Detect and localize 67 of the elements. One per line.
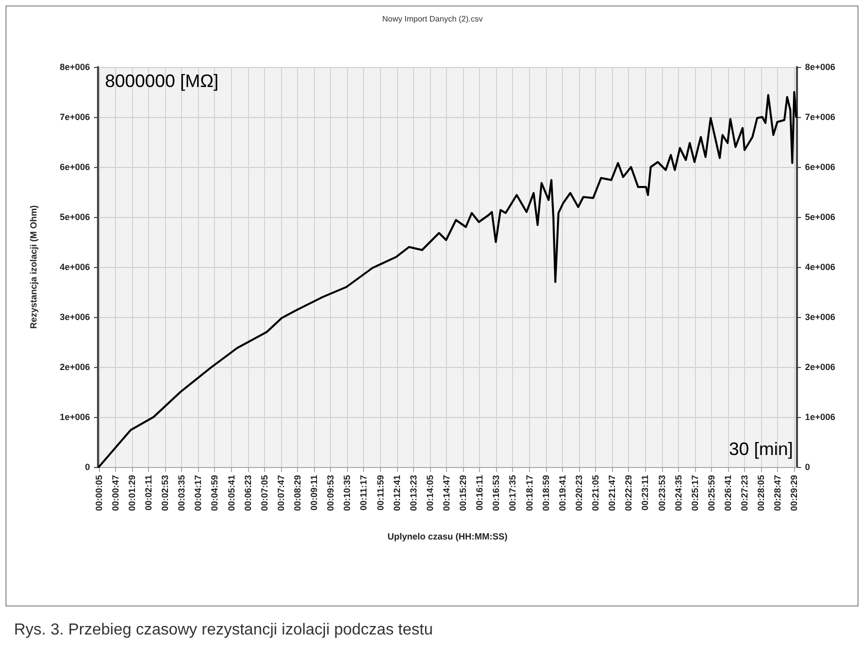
x-tick-label: 00:07:47 <box>276 475 286 512</box>
x-tick-label: 00:21:05 <box>590 475 601 512</box>
x-tick-label: 00:25:17 <box>690 475 700 512</box>
y-tick-label: 1e+006 <box>60 412 90 422</box>
y-tick-label: 7e+006 <box>60 112 90 122</box>
x-tick-label: 00:24:35 <box>673 475 684 512</box>
y2-tick-label: 7e+006 <box>805 112 836 122</box>
x-tick-label: 00:11:17 <box>358 475 369 511</box>
y-tick-label: 5e+006 <box>60 212 90 222</box>
x-tick-label: 00:27:23 <box>740 475 750 512</box>
x-tick-label: 00:14:05 <box>424 475 435 512</box>
x-tick-label: 00:08:29 <box>292 475 302 512</box>
x-tick-label: 00:23:11 <box>640 475 650 511</box>
x-tick-label: 00:06:23 <box>242 475 253 512</box>
x-tick-label: 00:22:29 <box>624 475 634 512</box>
x-axis-title: Uplynelo czasu (HH:MM:SS) <box>387 532 508 542</box>
x-tick-label: 00:02:53 <box>160 475 170 512</box>
x-tick-label: 00:00:05 <box>94 475 104 512</box>
x-tick-label: 00:17:35 <box>508 475 518 512</box>
x-tick-label: 00:26:41 <box>723 475 734 512</box>
y2-tick-label: 6e+006 <box>805 162 836 172</box>
x-tick-label: 00:25:59 <box>706 475 716 512</box>
x-tick-label: 00:05:41 <box>226 475 236 512</box>
y-tick-label: 2e+006 <box>60 362 90 372</box>
x-tick-label: 00:11:59 <box>375 475 386 511</box>
y2-tick-label: 0 <box>805 462 810 472</box>
x-tick-label: 00:01:29 <box>126 475 137 512</box>
x-tick-label: 00:04:59 <box>210 475 220 512</box>
x-tick-label: 00:04:17 <box>193 475 204 512</box>
x-tick-label: 00:16:53 <box>491 475 502 512</box>
x-tick-label: 00:29:29 <box>789 475 800 512</box>
x-tick-label: 00:03:35 <box>176 475 187 512</box>
x-tick-label: 00:15:29 <box>458 475 468 512</box>
x-tick-label: 00:13:23 <box>408 475 418 512</box>
y-tick-label: 8e+006 <box>60 62 90 72</box>
x-tick-label: 00:16:11 <box>474 475 485 511</box>
x-tick-label: 00:20:23 <box>574 475 584 512</box>
chart-title: Nowy Import Danych (2).csv <box>382 14 483 24</box>
x-tick-label: 00:00:47 <box>110 475 120 512</box>
y2-tick-label: 1e+006 <box>805 412 836 422</box>
x-tick-label: 00:19:41 <box>557 475 568 512</box>
x-tick-label: 00:18:59 <box>540 475 551 512</box>
x-tick-label: 00:02:11 <box>143 475 154 511</box>
x-tick-label: 00:10:35 <box>342 475 352 512</box>
x-tick-label: 00:14:47 <box>442 475 452 512</box>
x-tick-label: 00:28:05 <box>756 475 766 512</box>
x-tick-label: 00:21:47 <box>607 475 618 512</box>
annotation: 30 [min] <box>728 439 794 459</box>
x-tick-label: 00:07:05 <box>259 475 270 512</box>
y-tick-label: 4e+006 <box>60 262 90 272</box>
x-tick-label: 00:09:53 <box>326 475 336 512</box>
y2-tick-label: 3e+006 <box>805 312 836 322</box>
x-tick-label: 00:23:53 <box>656 475 667 512</box>
y-tick-label: 3e+006 <box>60 312 90 322</box>
x-tick-label: 00:09:11 <box>309 475 320 511</box>
y2-tick-label: 5e+006 <box>805 212 836 222</box>
x-tick-label: 00:28:47 <box>772 475 783 512</box>
x-tick-label: 00:18:17 <box>524 475 534 512</box>
y2-tick-label: 4e+006 <box>805 262 836 272</box>
text: Rys. 3. Przebieg czasowy rezystancji izolacji podczas testu <box>14 622 433 638</box>
y2-tick-label: 8e+006 <box>805 62 836 72</box>
y-tick-label: 0 <box>84 462 90 472</box>
y2-tick-label: 2e+006 <box>805 362 836 372</box>
x-tick-label: 00:12:41 <box>392 475 402 512</box>
annotation: 8000000 [MΩ] <box>105 71 219 91</box>
y-tick-label: 6e+006 <box>60 162 90 172</box>
y-axis-title: Rezystancja izolacji (M Ohm) <box>28 205 38 329</box>
